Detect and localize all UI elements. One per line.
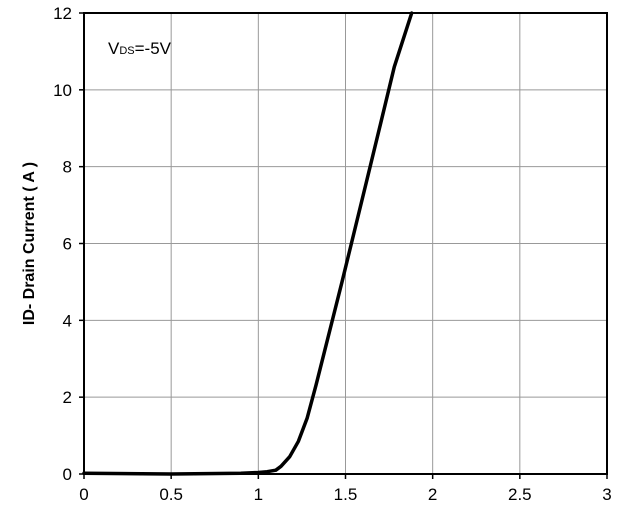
x-tick-label: 2.5	[508, 485, 532, 504]
y-axis-label: ID- Drain Current ( A )	[21, 162, 38, 325]
y-tick-label: 12	[53, 4, 72, 23]
grid	[84, 13, 607, 474]
annotation-main: V	[108, 39, 120, 58]
annotation-subscript: DS	[119, 45, 134, 57]
x-tick-label: 1.5	[334, 485, 358, 504]
x-tick-label: 0.5	[159, 485, 183, 504]
annotation-suffix: =-5V	[135, 39, 172, 58]
y-tick-label: 6	[63, 235, 72, 254]
y-tick-label: 8	[63, 158, 72, 177]
series-line	[82, 11, 414, 476]
annotation-vds: VDS=-5V	[108, 39, 172, 58]
x-tick-label: 2	[428, 485, 437, 504]
x-tick-label: 3	[602, 485, 611, 504]
y-tick-label: 2	[63, 388, 72, 407]
x-tick-label: 0	[79, 485, 88, 504]
tick-labels: 0 0.5 1 1.5 2 2.5 3 0 2 4 6 8 10 12	[53, 4, 612, 504]
y-tick-label: 10	[53, 81, 72, 100]
series-line-group	[82, 11, 414, 476]
y-tick-label: 4	[63, 311, 72, 330]
x-tick-label: 1	[254, 485, 263, 504]
y-tick-label: 0	[63, 465, 72, 484]
